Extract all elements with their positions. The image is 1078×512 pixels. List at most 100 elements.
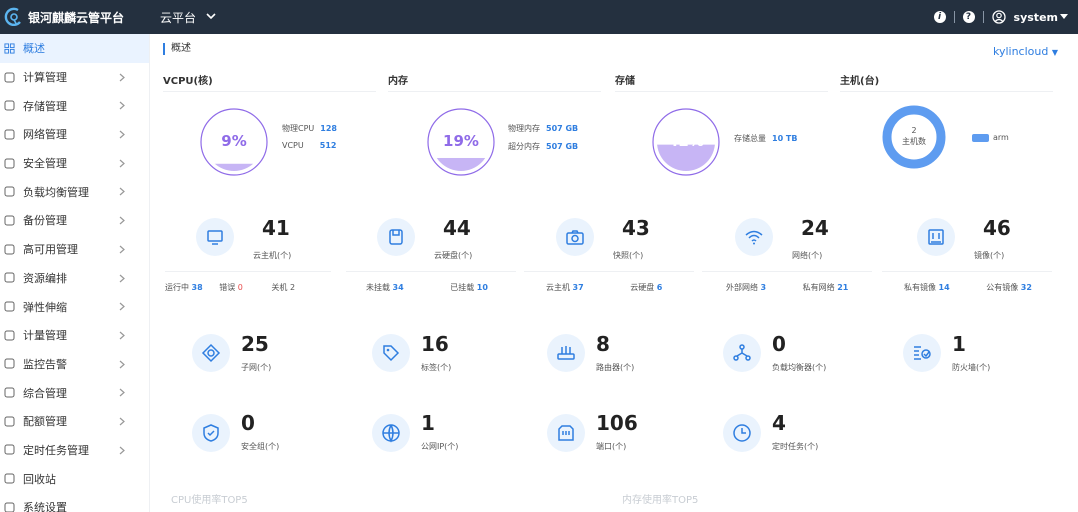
user-name[interactable]: system (1013, 10, 1058, 24)
backup-icon (4, 215, 15, 226)
disk-stat-icon-wrap[interactable] (377, 218, 415, 256)
chevron-right-icon (119, 360, 125, 369)
overview-icon (4, 43, 15, 54)
disk-unmounted-value: 34 (392, 283, 404, 292)
sidebar-item-16[interactable]: 回收站 (0, 464, 149, 493)
vm-off-label: 关机 (271, 283, 288, 292)
router-stat-icon-wrap[interactable] (547, 334, 585, 372)
memory-over-row: 超分内存 507 GB (508, 141, 578, 152)
sidebar-item-10[interactable]: 弹性伸缩 (0, 292, 149, 321)
subnet-stat-icon-wrap[interactable] (192, 334, 230, 372)
sidebar-item-8[interactable]: 高可用管理 (0, 235, 149, 264)
divider (982, 11, 984, 23)
chevron-right-icon (119, 245, 125, 254)
user-icon[interactable] (991, 10, 1006, 24)
snapshot-status-row: 云主机 37 云硬盘 6 (524, 271, 694, 292)
sidebar-item-2[interactable]: 计算管理 (0, 63, 149, 92)
chevron-right-icon (119, 216, 125, 225)
network-count[interactable]: 24 (801, 216, 829, 240)
vm-count[interactable]: 41 (262, 216, 290, 240)
memory-section-title: 内存 (388, 72, 601, 92)
hosts-donut: 2 主机数 (882, 105, 946, 169)
chevron-right-icon (119, 302, 125, 311)
sidebar-item-label: 网络管理 (23, 128, 67, 142)
memory-top5-title: 内存使用率TOP5 (622, 495, 699, 506)
sidebar-item-14[interactable]: 配额管理 (0, 407, 149, 436)
tag-stat-icon-wrap[interactable] (372, 334, 410, 372)
quota-icon (4, 416, 15, 427)
schedule-icon (4, 444, 15, 455)
sidebar-item-label: 弹性伸缩 (23, 300, 67, 314)
sidebar-item-5[interactable]: 安全管理 (0, 149, 149, 178)
ha-icon (4, 244, 15, 255)
secgroup-count[interactable]: 0 (241, 411, 255, 435)
sidebar-item-4[interactable]: 网络管理 (0, 120, 149, 149)
schedule-count[interactable]: 4 (772, 411, 786, 435)
snapshot-disk-label: 云硬盘 (630, 283, 655, 292)
snapshot-stat-icon-wrap[interactable] (556, 218, 594, 256)
schedule-stat-icon-wrap[interactable] (723, 414, 761, 452)
sidebar-item-3[interactable]: 存储管理 (0, 91, 149, 120)
storage-percent: 42% (668, 132, 704, 150)
vcpu-vcpu-row: VCPU 512 (282, 141, 336, 150)
sidebar-item-12[interactable]: 监控告警 (0, 350, 149, 379)
sidebar-item-11[interactable]: 计量管理 (0, 321, 149, 350)
disk-label: 云硬盘(个) (434, 251, 473, 260)
subnet-count[interactable]: 25 (241, 332, 269, 356)
cloud-selector[interactable]: kylincloud ▼ (993, 45, 1058, 58)
chevron-right-icon (119, 417, 125, 426)
chevron-right-icon (119, 388, 125, 397)
port-stat-icon-wrap[interactable] (547, 414, 585, 452)
lb-count[interactable]: 0 (772, 332, 786, 356)
memory-percent: 19% (443, 132, 479, 150)
info-icon[interactable]: i (933, 11, 946, 23)
cloud-selector-label: kylincloud (992, 45, 1049, 58)
vm-stat-icon-wrap[interactable] (196, 218, 234, 256)
sidebar-item-label: 计量管理 (23, 329, 67, 343)
chevron-down-icon[interactable] (206, 11, 216, 21)
hosts-count-label: 主机数 (902, 137, 926, 146)
cloud-caret-icon: ▼ (1051, 48, 1058, 57)
sidebar-item-17[interactable]: 系统设置 (0, 493, 149, 512)
memory-over-label: 超分内存 (508, 142, 540, 151)
memory-gauge: 19% (427, 108, 495, 176)
tag-count[interactable]: 16 (421, 332, 449, 356)
tag-icon (383, 345, 400, 362)
sidebar-item-1[interactable]: 概述 (0, 34, 149, 63)
firewall-label: 防火墙(个) (952, 363, 991, 372)
image-count[interactable]: 46 (983, 216, 1011, 240)
shield-icon (4, 158, 15, 169)
firewall-count[interactable]: 1 (952, 332, 966, 356)
image-stat-icon-wrap[interactable] (917, 218, 955, 256)
sidebar-item-9[interactable]: 资源编排 (0, 264, 149, 293)
brand-title: 银河麒麟云管平台 (28, 11, 125, 25)
disk-count[interactable]: 44 (443, 216, 471, 240)
port-count[interactable]: 106 (596, 411, 638, 435)
vcpu-physical-row: 物理CPU 128 (282, 123, 337, 134)
sidebar-item-13[interactable]: 综合管理 (0, 378, 149, 407)
lb-stat-icon-wrap[interactable] (723, 334, 761, 372)
snapshot-count[interactable]: 43 (622, 216, 650, 240)
publicip-stat-icon-wrap[interactable] (372, 414, 410, 452)
help-icon[interactable]: ? (962, 11, 975, 23)
port-label: 端口(个) (596, 442, 627, 451)
load-balance-icon (4, 186, 15, 197)
network-stat-icon-wrap[interactable] (735, 218, 773, 256)
sidebar-item-6[interactable]: 负载均衡管理 (0, 177, 149, 206)
platform-menu[interactable]: 云平台 (160, 11, 197, 25)
firewall-stat-icon-wrap[interactable] (903, 334, 941, 372)
sidebar-item-7[interactable]: 备份管理 (0, 206, 149, 235)
image-icon (928, 229, 944, 245)
sidebar-item-label: 计算管理 (23, 71, 67, 85)
sidebar-item-label: 监控告警 (23, 357, 67, 371)
secgroup-stat-icon-wrap[interactable] (192, 414, 230, 452)
publicip-count[interactable]: 1 (421, 411, 435, 435)
router-count[interactable]: 8 (596, 332, 610, 356)
scaling-icon (4, 301, 15, 312)
sidebar-item-label: 高可用管理 (23, 243, 78, 257)
storage-total-label: 存储总量 (734, 134, 766, 143)
divider (953, 11, 955, 23)
user-menu-caret-icon[interactable] (1060, 14, 1068, 20)
sidebar-item-15[interactable]: 定时任务管理 (0, 436, 149, 465)
memory-physical-row: 物理内存 507 GB (508, 123, 578, 134)
